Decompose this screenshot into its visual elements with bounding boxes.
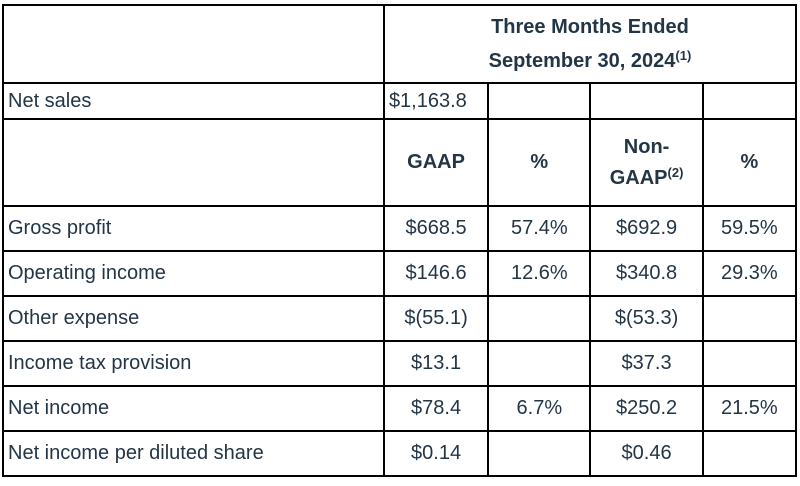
period-line2: September 30, 2024(1) xyxy=(488,48,692,72)
period-header-row: Three Months Ended September 30, 2024(1) xyxy=(2,4,798,84)
gaap-value: $78.4 xyxy=(382,385,490,432)
period-line1: Three Months Ended xyxy=(491,16,689,38)
non-gaap-pct-value: 29.3% xyxy=(701,250,798,297)
table-row-other-expense: Other expense $(55.1) $(53.3) xyxy=(2,295,798,342)
gaap-pct-value xyxy=(487,430,592,477)
gaap-value: $146.6 xyxy=(382,250,490,297)
net-sales-label: Net sales xyxy=(2,82,385,120)
row-label: Gross profit xyxy=(2,205,385,252)
non-gaap-pct-value xyxy=(701,295,798,342)
non-gaap-pct-value: 21.5% xyxy=(701,385,798,432)
col-header-gaap-pct: % xyxy=(487,118,592,207)
non-gaap-value: $692.9 xyxy=(589,205,704,252)
table-row-gross-profit: Gross profit $668.5 57.4% $692.9 59.5% xyxy=(2,205,798,252)
gaap-pct-value: 57.4% xyxy=(487,205,592,252)
non-gaap-pct-value xyxy=(701,430,798,477)
row-label: Operating income xyxy=(2,250,385,297)
row-label: Income tax provision xyxy=(2,340,385,387)
period-header-empty-cell xyxy=(2,4,385,84)
non-gaap-value: $340.8 xyxy=(589,250,704,297)
table-row-operating-income: Operating income $146.6 12.6% $340.8 29.… xyxy=(2,250,798,297)
table-row-income-tax-provision: Income tax provision $13.1 $37.3 xyxy=(2,340,798,387)
gaap-value: $(55.1) xyxy=(382,295,490,342)
gaap-value: $668.5 xyxy=(382,205,490,252)
net-sales-empty-cell xyxy=(487,82,592,120)
row-label: Net income per diluted share xyxy=(2,430,385,477)
footnote-1-marker: (1) xyxy=(675,48,692,63)
net-sales-empty-cell xyxy=(701,82,798,120)
column-header-empty-cell xyxy=(2,118,385,207)
non-gaap-pct-value xyxy=(701,340,798,387)
col-header-gaap: GAAP xyxy=(382,118,490,207)
col-header-non-gaap: Non-GAAP(2) xyxy=(589,118,704,207)
gaap-pct-value xyxy=(487,295,592,342)
gaap-pct-value: 6.7% xyxy=(487,385,592,432)
period-header-cell: Three Months Ended September 30, 2024(1) xyxy=(382,4,798,84)
net-sales-value: $1,163.8 xyxy=(382,82,490,120)
non-gaap-pct-value: 59.5% xyxy=(701,205,798,252)
footnote-2-marker: (2) xyxy=(667,164,684,180)
financial-results-table: Three Months Ended September 30, 2024(1)… xyxy=(2,4,798,477)
table-row-net-income-per-diluted-share: Net income per diluted share $0.14 $0.46 xyxy=(2,430,798,477)
net-sales-empty-cell xyxy=(589,82,704,120)
non-gaap-value: $250.2 xyxy=(589,385,704,432)
column-header-row: GAAP % Non-GAAP(2) % xyxy=(2,118,798,207)
non-gaap-value: $0.46 xyxy=(589,430,704,477)
col-header-non-gaap-pct: % xyxy=(701,118,798,207)
gaap-value: $0.14 xyxy=(382,430,490,477)
net-sales-row: Net sales $1,163.8 xyxy=(2,82,798,120)
non-gaap-value: $(53.3) xyxy=(589,295,704,342)
row-label: Net income xyxy=(2,385,385,432)
row-label: Other expense xyxy=(2,295,385,342)
gaap-pct-value xyxy=(487,340,592,387)
non-gaap-value: $37.3 xyxy=(589,340,704,387)
gaap-value: $13.1 xyxy=(382,340,490,387)
gaap-pct-value: 12.6% xyxy=(487,250,592,297)
table-row-net-income: Net income $78.4 6.7% $250.2 21.5% xyxy=(2,385,798,432)
